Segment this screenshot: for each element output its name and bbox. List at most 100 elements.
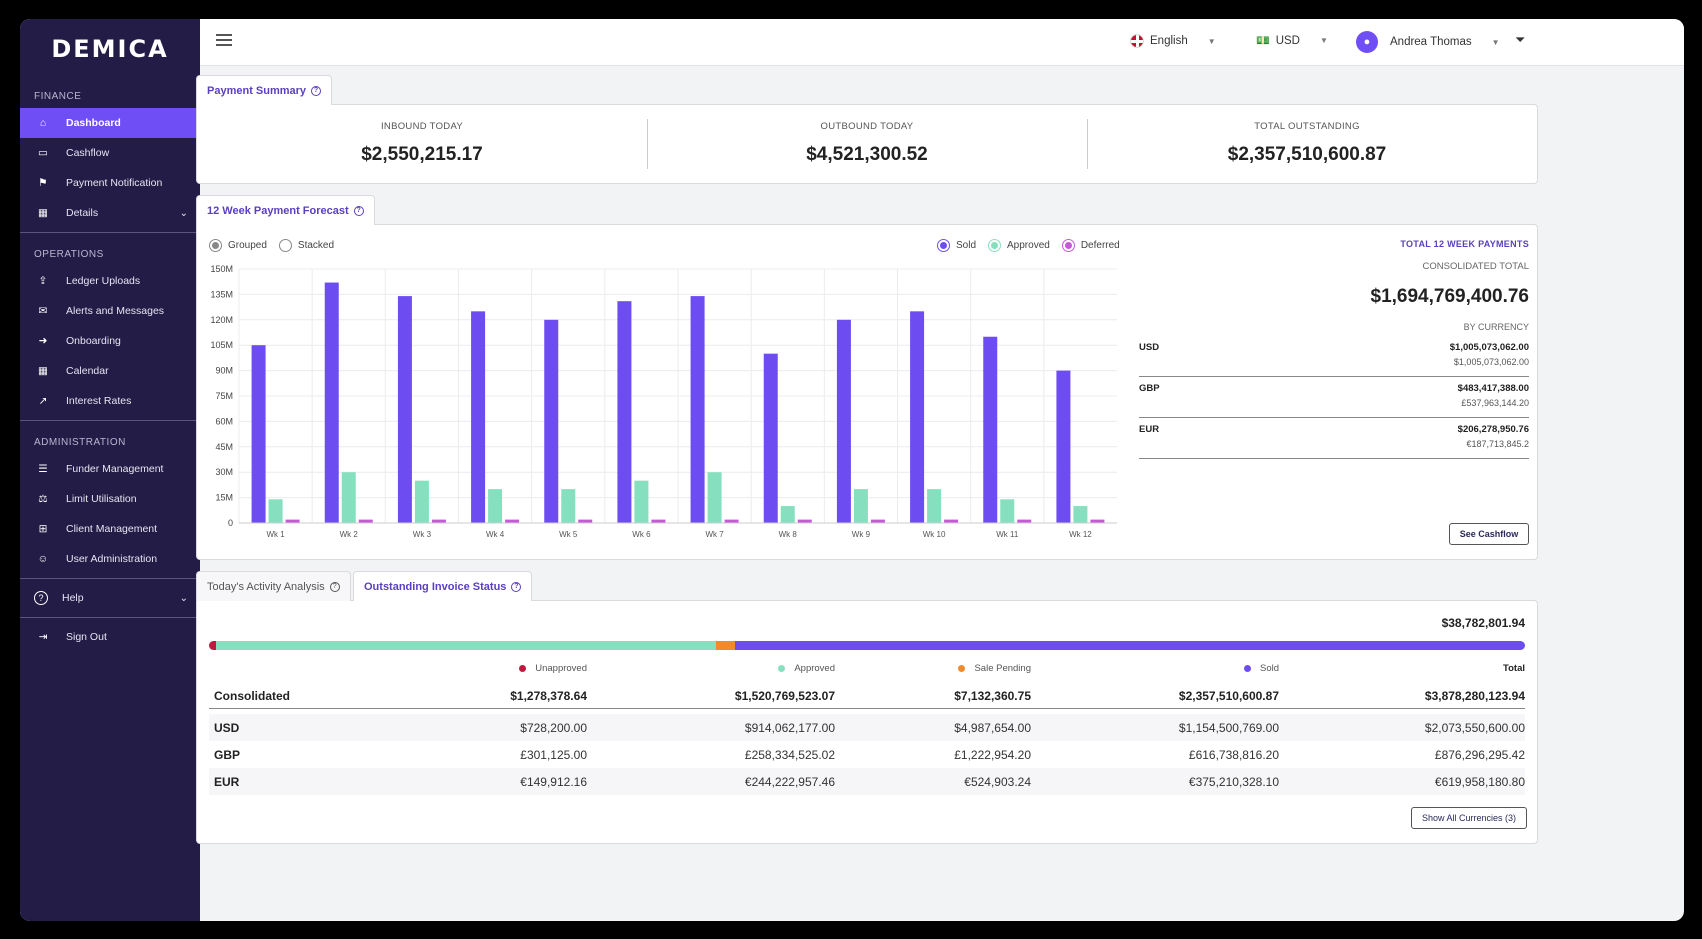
sidebar-section-title: ADMINISTRATION: [34, 437, 126, 448]
currency-native: €187,713,845.2: [1466, 439, 1529, 449]
x-tick-label: Wk 9: [852, 530, 871, 539]
sidebar-item-label: Details: [66, 207, 99, 219]
table-cell: $728,200.00: [520, 721, 587, 735]
table-cell: $1,154,500,769.00: [1178, 721, 1279, 735]
sidebar-divider: [20, 420, 200, 421]
legend-sold[interactable]: Sold: [937, 239, 976, 252]
bar-deferred: [358, 519, 373, 523]
sidebar-item-help[interactable]: ? Help ⌄: [20, 583, 200, 613]
bar-sold: [690, 296, 705, 523]
bar-sold: [1056, 370, 1071, 523]
show-all-currencies-button[interactable]: Show All Currencies (3): [1411, 807, 1527, 829]
user-menu[interactable]: ● Andrea Thomas ▼: [1356, 31, 1500, 53]
tab-outstanding-invoice[interactable]: Outstanding Invoice Status?: [353, 571, 533, 601]
language-select[interactable]: English ▼: [1130, 34, 1216, 48]
bar-sold: [544, 319, 559, 523]
table-cell: $914,062,177.00: [744, 721, 835, 735]
sidebar-item-funder-management[interactable]: ☰ Funder Management: [20, 454, 200, 484]
table-cell: $1,520,769,523.07: [734, 689, 835, 703]
sidebar-item-label: Alerts and Messages: [66, 305, 165, 317]
column-header-label: Sold: [1259, 663, 1279, 674]
menu-icon[interactable]: [216, 34, 232, 49]
row-label: Consolidated: [214, 689, 291, 703]
x-tick-label: Wk 2: [340, 530, 359, 539]
legend-deferred[interactable]: Deferred: [1061, 239, 1120, 252]
sidebar-item-ledger-uploads[interactable]: ⇪ Ledger Uploads: [20, 266, 200, 296]
sidebar-item-interest-rates[interactable]: ↗ Interest Rates: [20, 386, 200, 416]
x-tick-label: Wk 11: [996, 530, 1019, 539]
currency-select[interactable]: 💵 USD ▼: [1256, 34, 1328, 48]
table-cell: €149,912.16: [520, 775, 587, 789]
bar-sold: [324, 282, 339, 523]
sidebar-item-sign-out[interactable]: ⇥ Sign Out: [20, 622, 200, 652]
sidebar-item-user-administration[interactable]: ☺ User Administration: [20, 544, 200, 574]
sidebar-item-onboarding[interactable]: ➜ Onboarding: [20, 326, 200, 356]
sidebar-item-label: Client Management: [66, 523, 158, 535]
sidebar-item-label: Calendar: [66, 365, 109, 377]
stacked-radio[interactable]: Stacked: [278, 239, 334, 252]
x-tick-label: Wk 10: [923, 530, 946, 539]
bar-deferred: [431, 519, 446, 523]
bar-approved: [488, 489, 503, 523]
bar-approved: [927, 489, 942, 523]
chart-legend: Sold Approved Deferred: [937, 239, 1132, 252]
table-row: EUR €149,912.16 €244,222,957.46 €524,903.24…: [209, 768, 1525, 795]
y-tick-label: 120M: [210, 315, 233, 325]
chevron-down-icon: ▼: [1319, 36, 1328, 45]
legend-label: Approved: [1007, 240, 1050, 251]
sidebar-section-title: FINANCE: [34, 91, 82, 102]
sidebar-item-limit-utilisation[interactable]: ⚖ Limit Utilisation: [20, 484, 200, 514]
grouped-radio[interactable]: Grouped: [209, 239, 267, 252]
bar-sold: [397, 296, 412, 523]
forecast-chart: 0 15M 30M 45M 60M 75M 90M 105M 120M 135M 150M Wk 1 W…: [210, 264, 1117, 539]
currency-label: USD: [1275, 34, 1300, 47]
currency-code: EUR: [1139, 424, 1160, 435]
x-tick-label: Wk 4: [486, 530, 505, 539]
sidebar-item-payment-notification[interactable]: ⚑ Payment Notification: [20, 168, 200, 198]
bar-approved: [561, 489, 576, 523]
table-row: GBP £301,125.00 £258,334,525.02 £1,222,954.…: [209, 741, 1525, 768]
table-cell: $2,357,510,600.87: [1178, 689, 1279, 703]
bar-approved: [780, 506, 795, 523]
table-cell: $3,878,280,123.94: [1424, 689, 1525, 703]
currency-native: $1,005,073,062.00: [1453, 357, 1529, 367]
tab-activity-analysis[interactable]: Today's Activity Analysis?: [196, 571, 351, 601]
bar-approved: [1000, 499, 1015, 523]
table-cell: $2,073,550,600.00: [1424, 721, 1525, 735]
money-icon: 💵: [1256, 35, 1270, 47]
bar-sold: [617, 301, 632, 523]
tab-payment-summary[interactable]: Payment Summary?: [196, 75, 333, 105]
sidebar-item-details[interactable]: ▦ Details ⌄: [20, 198, 200, 228]
bar-approved: [634, 480, 649, 523]
table-cell: €244,222,957.46: [744, 775, 835, 789]
sidebar-item-label: Onboarding: [66, 335, 121, 347]
column-header: Total: [1503, 663, 1525, 674]
invoice-panel: $38,782,801.94 Unapproved Approved Sale Pe…: [196, 600, 1538, 844]
x-tick-label: Wk 7: [705, 530, 724, 539]
currency-code: USD: [1139, 342, 1160, 353]
see-cashflow-button[interactable]: See Cashflow: [1449, 523, 1529, 545]
column-header: Sale Pending: [958, 663, 1031, 674]
outbound-summary: OUTBOUND TODAY $4,521,300.52: [647, 105, 1087, 183]
progress-segment-unapproved: [209, 641, 216, 650]
filter-icon[interactable]: ⏷: [1515, 32, 1526, 47]
sidebar: DEMICA FINANCE ⌂ Dashboard ▭ Cashflow ⚑ Pay…: [20, 19, 200, 921]
sidebar-item-alerts-and-messages[interactable]: ✉ Alerts and Messages: [20, 296, 200, 326]
y-tick-label: 0: [228, 518, 233, 528]
sidebar-item-dashboard[interactable]: ⌂ Dashboard: [20, 108, 200, 138]
total-title: TOTAL 12 WEEK PAYMENTS: [1400, 239, 1529, 249]
table-cell: £258,334,525.02: [744, 748, 835, 762]
currency-row: EUR $206,278,950.76 €187,713,845.2: [1139, 418, 1529, 459]
legend-approved[interactable]: Approved: [988, 239, 1050, 252]
sidebar-item-label: Interest Rates: [66, 395, 132, 407]
currency-native: £537,963,144.20: [1461, 398, 1529, 408]
bar-sold: [471, 311, 486, 523]
status-dot: [1243, 665, 1251, 672]
y-tick-label: 90M: [215, 366, 233, 376]
status-progress-bar: [209, 641, 1525, 650]
sidebar-item-calendar[interactable]: ▦ Calendar: [20, 356, 200, 386]
sidebar-item-client-management[interactable]: ⊞ Client Management: [20, 514, 200, 544]
tab-forecast[interactable]: 12 Week Payment Forecast?: [196, 195, 375, 225]
sidebar-item-cashflow[interactable]: ▭ Cashflow: [20, 138, 200, 168]
inbound-label: INBOUND TODAY: [380, 121, 464, 132]
